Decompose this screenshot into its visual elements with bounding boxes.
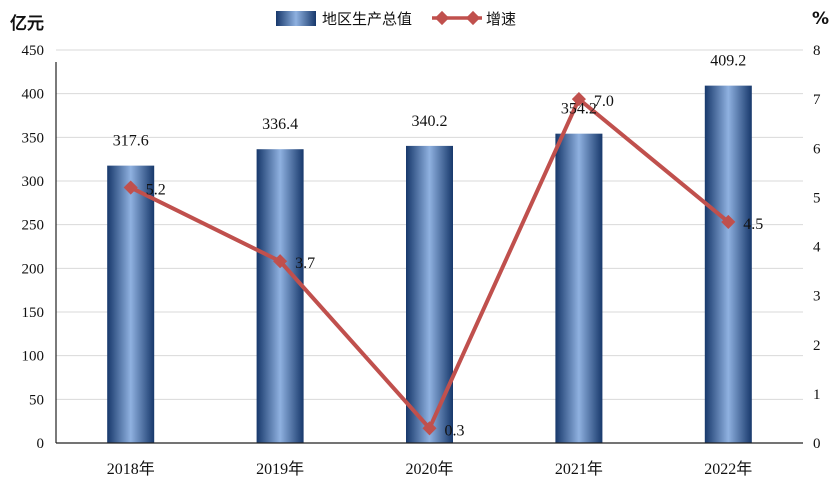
line-value-label: 3.7 [295,255,315,272]
right-axis-unit: % [812,9,829,29]
left-tick-label: 400 [22,87,45,103]
right-tick-label: 4 [813,240,821,256]
left-tick-label: 450 [22,43,45,59]
line-value-label: 4.5 [743,216,763,233]
bar-value-label: 336.4 [262,116,298,133]
left-tick-label: 250 [22,218,45,234]
x-tick-label: 2019年 [256,460,304,478]
right-tick-label: 0 [813,436,821,452]
left-tick-label: 150 [22,305,45,321]
growth-point [721,214,736,230]
bars [107,85,752,443]
bar [704,85,752,443]
legend-bar-swatch [276,11,316,26]
right-tick-label: 3 [813,289,821,305]
bar-value-label: 409.2 [710,53,746,70]
line-value-label: 5.2 [146,182,166,199]
right-tick-label: 8 [813,43,821,59]
right-tick-label: 7 [813,92,821,108]
growth-line [123,92,736,436]
left-axis-unit: 亿元 [10,13,44,34]
tick-labels: 0 50 100 150 200 250 300 350 400 450 0 1 2 3 4 5 6 7 8 2018… [22,43,822,478]
bar [555,133,603,443]
legend-line-marker [434,10,450,26]
legend-bar-label: 地区生产总值 [322,10,412,28]
left-tick-label: 100 [22,349,45,365]
legend-line-label: 增速 [486,10,516,28]
right-tick-label: 1 [813,387,821,403]
bar-value-label: 340.2 [412,113,448,130]
bar-value-label: 317.6 [113,133,149,150]
bar [256,149,304,443]
legend-line-marker [465,10,481,26]
x-tick-label: 2018年 [107,460,155,478]
bar [406,145,453,443]
right-tick-label: 6 [813,141,821,157]
axes [55,62,803,444]
bar-value-label: 354.2 [561,101,597,118]
legend: 地区生产总值 增速 [276,10,516,28]
x-tick-label: 2021年 [555,460,603,478]
x-tick-label: 2022年 [704,460,752,478]
growth-point [273,254,288,269]
left-tick-label: 300 [22,174,45,190]
left-tick-label: 200 [22,261,45,277]
data-labels: 317.6 336.4 340.2 354.2 409.2 5.2 3.7 0.3 7.0 4.5 [113,53,764,440]
right-tick-label: 5 [813,190,821,206]
line-value-label: 0.3 [445,422,465,439]
growth-point [571,92,586,107]
growth-point [422,421,437,436]
x-tick-label: 2020年 [405,460,453,478]
line-value-label: 7.0 [594,93,614,110]
left-tick-label: 350 [22,130,45,146]
right-tick-label: 2 [813,338,821,354]
left-tick-label: 50 [29,392,44,408]
left-tick-label: 0 [37,436,45,452]
bar [107,165,155,443]
